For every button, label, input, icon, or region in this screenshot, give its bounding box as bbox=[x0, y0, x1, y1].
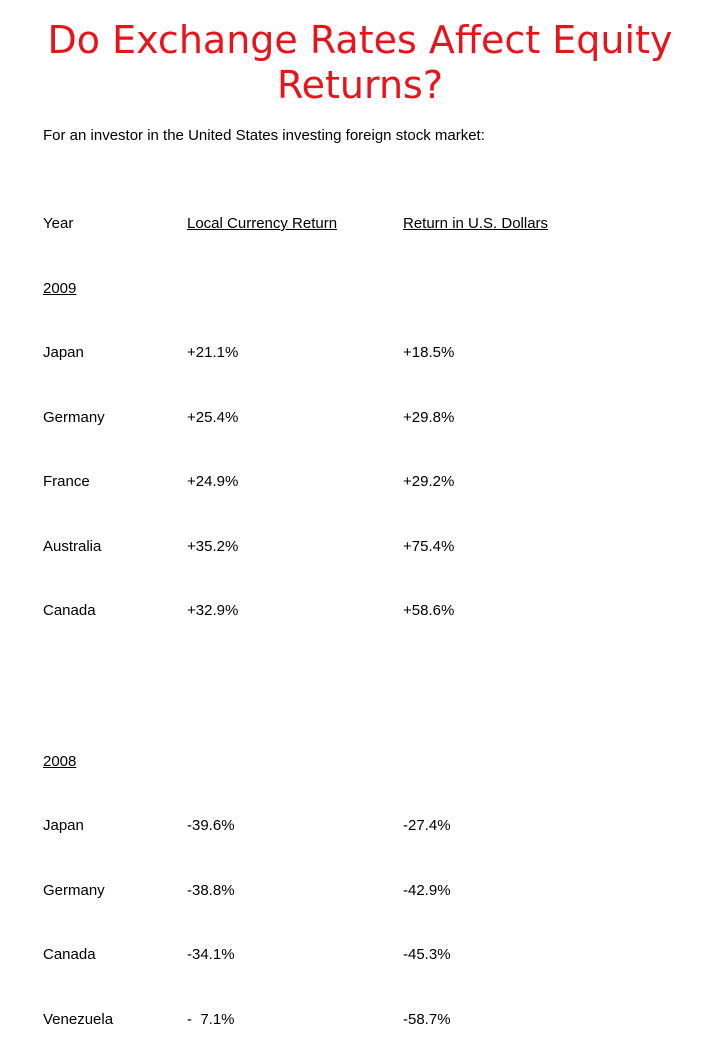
country-name: Germany bbox=[43, 408, 105, 426]
usd-return-value: -27.4% bbox=[403, 817, 451, 834]
local-return-value: -39.6% bbox=[187, 817, 235, 834]
usd-return-column: Return in U.S. Dollars +18.5% +29.8% +29… bbox=[403, 170, 548, 1052]
local-return-value: - 7.1% bbox=[187, 1010, 235, 1028]
local-return-value: +25.4% bbox=[187, 408, 239, 426]
local-return-header: Local Currency Return bbox=[187, 215, 338, 232]
country-name: Canada bbox=[43, 946, 96, 963]
usd-return-value: -42.9% bbox=[403, 881, 451, 899]
local-return-value: +32.9% bbox=[187, 602, 239, 619]
year-2009-label: 2009 bbox=[43, 279, 77, 297]
row-spacer bbox=[187, 751, 337, 773]
slide-title: Do Exchange Rates Affect Equity Returns? bbox=[40, 18, 680, 108]
year-2008-label: 2008 bbox=[43, 752, 77, 770]
usd-return-value: +18.5% bbox=[403, 344, 455, 361]
country-name: Canada bbox=[43, 602, 96, 619]
local-return-value: +21.1% bbox=[187, 344, 239, 361]
title-line-2: Returns? bbox=[276, 63, 444, 107]
country-name: Germany bbox=[43, 881, 105, 899]
country-name: France bbox=[43, 473, 90, 490]
group-spacer bbox=[403, 665, 548, 708]
country-name: Japan bbox=[43, 817, 84, 834]
usd-return-value: +75.4% bbox=[403, 537, 455, 555]
usd-return-header: Return in U.S. Dollars bbox=[403, 215, 549, 232]
country-name: Japan bbox=[43, 344, 84, 361]
row-spacer bbox=[403, 751, 548, 773]
local-return-value: +24.9% bbox=[187, 473, 239, 490]
usd-return-value: +58.6% bbox=[403, 602, 455, 619]
group-spacer bbox=[187, 665, 337, 708]
country-name: Venezuela bbox=[43, 1010, 114, 1028]
country-column: Year 2009 Japan Germany France Australia… bbox=[43, 170, 113, 1052]
local-return-value: -38.8% bbox=[187, 881, 235, 899]
usd-return-value: +29.2% bbox=[403, 473, 455, 490]
local-return-value: -34.1% bbox=[187, 946, 235, 963]
usd-return-value: +29.8% bbox=[403, 408, 455, 426]
row-spacer bbox=[187, 278, 337, 300]
title-line-1: Do Exchange Rates Affect Equity bbox=[47, 18, 673, 62]
usd-return-value: -45.3% bbox=[403, 946, 451, 963]
local-return-column: Local Currency Return +21.1% +25.4% +24.… bbox=[187, 170, 337, 1052]
group-spacer bbox=[43, 665, 113, 708]
local-return-value: +35.2% bbox=[187, 537, 239, 555]
slide-subtitle: For an investor in the United States inv… bbox=[43, 127, 485, 144]
usd-return-value: -58.7% bbox=[403, 1010, 451, 1028]
country-name: Australia bbox=[43, 537, 102, 555]
year-header: Year bbox=[43, 215, 74, 232]
row-spacer bbox=[403, 278, 548, 300]
